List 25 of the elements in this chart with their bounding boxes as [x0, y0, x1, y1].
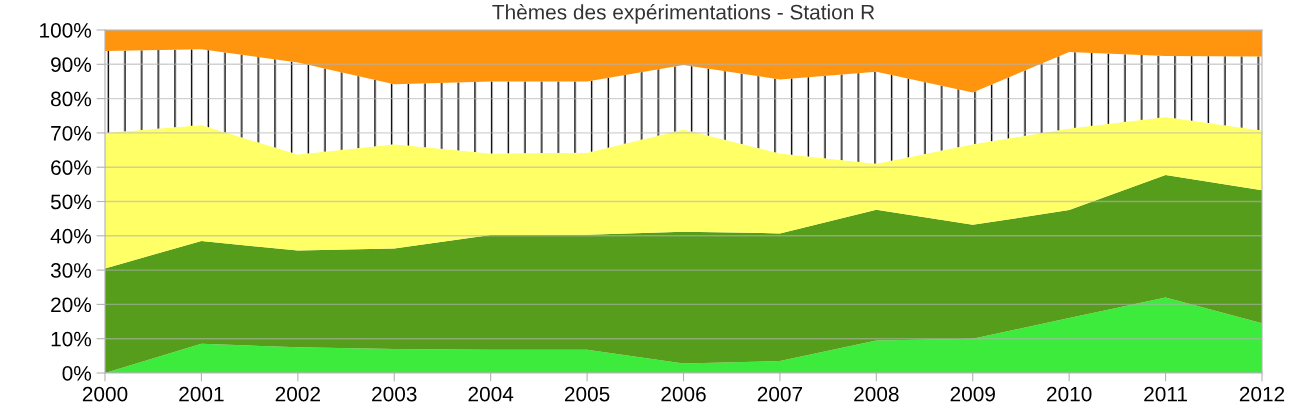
- x-tick-label: 2012: [1239, 386, 1285, 402]
- chart-title: Thèmes des expérimentations - Station R: [492, 4, 875, 24]
- x-tick-label: 2007: [757, 386, 803, 402]
- y-tick-label: 10%: [51, 331, 92, 347]
- x-tick-label: 2006: [661, 386, 706, 402]
- x-tick-label: 2002: [275, 386, 320, 402]
- y-tick-label: 50%: [50, 194, 92, 210]
- y-tick-label: 100%: [40, 23, 92, 38]
- y-tick-label: 80%: [51, 91, 92, 107]
- x-tick-label: 2010: [1047, 386, 1092, 402]
- x-tick-label: 2004: [468, 386, 514, 402]
- x-tick-label: 2003: [372, 386, 417, 402]
- y-tick-label: 0%: [62, 366, 92, 381]
- x-tick-label: 2011: [1144, 386, 1187, 402]
- y-tick-label: 90%: [51, 57, 92, 73]
- x-tick-label: 2005: [564, 386, 610, 402]
- y-tick-label: 30%: [50, 263, 92, 278]
- y-tick-label: 20%: [51, 297, 92, 313]
- x-tick-label: 2001: [179, 386, 224, 402]
- y-tick-label: 60%: [51, 160, 92, 175]
- y-tick-label: 40%: [50, 228, 92, 244]
- x-tick-label: 2000: [82, 386, 128, 402]
- y-tick-label: 70%: [51, 125, 92, 141]
- x-tick-label: 2009: [950, 386, 995, 402]
- x-tick-label: 2008: [854, 386, 899, 402]
